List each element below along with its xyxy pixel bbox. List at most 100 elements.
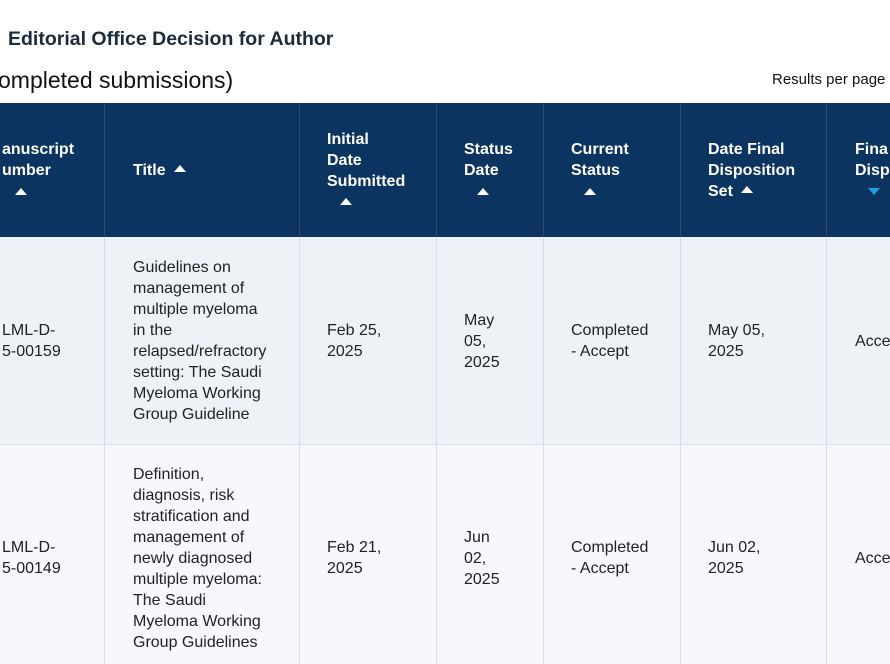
column-divider <box>680 237 681 664</box>
cell-text: Jun 02, <box>708 539 761 556</box>
header-text: Date Final <box>708 140 785 158</box>
cell-text: Feb 21, <box>327 539 382 556</box>
cell-text: Jun <box>464 528 490 546</box>
column-divider <box>299 237 300 664</box>
column-divider <box>826 237 827 664</box>
sort-arrow-wrap <box>2 181 104 201</box>
cell-text: in the <box>133 322 173 339</box>
cell-text: Myeloma Working <box>133 385 261 402</box>
cell-text: Definition, <box>133 465 205 483</box>
sort-arrow-wrap <box>327 192 436 212</box>
column-divider <box>543 237 544 664</box>
header-text: Date <box>327 151 362 169</box>
cell-text: Acce <box>855 549 890 567</box>
column-header[interactable]: Current Status <box>571 103 680 237</box>
cell-text: - Accept <box>571 343 629 360</box>
cell-text: Group Guideline <box>133 406 250 423</box>
cell-text: 2025 <box>464 353 500 371</box>
header-text: Fina <box>855 141 888 158</box>
cell-text: - Accept <box>571 560 629 577</box>
column-divider <box>680 103 681 237</box>
header-text: Set <box>708 181 826 202</box>
column-header[interactable]: Initial Date Submitted <box>327 103 436 237</box>
header-text: Title <box>133 160 299 181</box>
cell-text: Guidelines on <box>133 259 231 276</box>
cell-text: stratification and <box>133 507 250 525</box>
table-cell: Feb 21, 2025 <box>327 445 436 664</box>
cell-text: newly diagnosed <box>133 549 253 567</box>
cell-text: The Saudi <box>133 591 206 609</box>
header-text: anuscript <box>2 141 75 158</box>
cell-text: LML-D- <box>2 539 56 556</box>
cell-text: 2025 <box>464 570 500 588</box>
column-divider <box>104 103 105 237</box>
results-per-page[interactable]: Results per page <box>772 71 886 88</box>
header-text: umber <box>2 162 51 179</box>
table-cell: Jun 02, 2025 <box>464 445 543 664</box>
column-divider <box>543 103 544 237</box>
cell-text: 2025 <box>327 560 363 577</box>
table-cell: May 05, 2025 <box>464 237 543 445</box>
cell-text: 2025 <box>327 343 363 360</box>
cell-text: 5-00149 <box>2 560 61 577</box>
sort-arrow[interactable] <box>173 164 186 172</box>
row-bg <box>0 445 890 664</box>
column-header[interactable]: Status Date <box>464 103 543 237</box>
table-cell: LML-D- 5-00159 <box>2 237 104 445</box>
cell-text: management of <box>133 528 245 546</box>
cell-text: setting: The Saudi <box>133 364 262 381</box>
header-text: Submitted <box>327 172 406 190</box>
table-cell: Definition, diagnosis, risk stratification… <box>133 445 299 664</box>
header-text: Disp <box>855 162 890 179</box>
page-title: Editorial Office Decision for Author <box>8 28 334 50</box>
row-divider <box>0 444 890 445</box>
table-cell: Acce <box>855 445 890 664</box>
table-cell: Completed - Accept <box>571 445 680 664</box>
sort-arrow[interactable] <box>477 187 489 195</box>
sort-arrow[interactable] <box>15 187 27 195</box>
cell-text: 02, <box>464 549 487 567</box>
cell-text: 05, <box>464 332 487 350</box>
row-bg <box>0 237 890 445</box>
column-divider <box>299 103 300 237</box>
cell-text: 5-00159 <box>2 343 61 360</box>
cell-text: Completed <box>571 322 649 339</box>
sort-arrow-wrap <box>464 181 543 201</box>
table-cell: Acce <box>855 237 890 445</box>
cell-text: LML-D- <box>2 322 56 339</box>
table-cell: Feb 25, 2025 <box>327 237 436 445</box>
column-header[interactable]: Fina Disp <box>855 103 890 237</box>
cell-text: May <box>464 311 495 329</box>
cell-text: May 05, <box>708 322 765 339</box>
column-divider <box>826 103 827 237</box>
cell-text: multiple myeloma <box>133 301 258 318</box>
subtitle: ompleted submissions) <box>0 67 234 93</box>
column-header[interactable]: Title <box>133 103 299 237</box>
cell-text: relapsed/refractory <box>133 343 267 360</box>
cell-text: diagnosis, risk <box>133 486 235 504</box>
header-text: Date <box>464 162 499 179</box>
table-header <box>0 103 890 237</box>
cell-text: 2025 <box>708 560 744 577</box>
sort-arrow-wrap <box>571 181 680 201</box>
sort-arrow-wrap <box>855 181 890 201</box>
sort-arrow[interactable] <box>868 187 880 195</box>
header-text: Disposition <box>708 161 796 179</box>
column-header[interactable]: Date Final Disposition Set <box>708 103 826 237</box>
cell-text: management of <box>133 280 245 297</box>
column-header[interactable]: anuscript umber <box>2 103 104 237</box>
table-cell: LML-D- 5-00149 <box>2 445 104 664</box>
column-divider <box>436 103 437 237</box>
cell-text: Myeloma Working <box>133 612 261 630</box>
table-cell: Completed - Accept <box>571 237 680 445</box>
table-cell: Guidelines on management of multiple myelo… <box>133 237 299 445</box>
cell-text: multiple myeloma: <box>133 570 262 588</box>
sort-arrow[interactable] <box>740 185 753 193</box>
cell-text: Group Guidelines <box>133 633 258 651</box>
sort-arrow[interactable] <box>340 198 352 205</box>
cell-text: Completed <box>571 539 649 556</box>
column-divider <box>436 237 437 664</box>
sort-arrow[interactable] <box>584 187 596 195</box>
cell-text: 2025 <box>708 343 744 360</box>
